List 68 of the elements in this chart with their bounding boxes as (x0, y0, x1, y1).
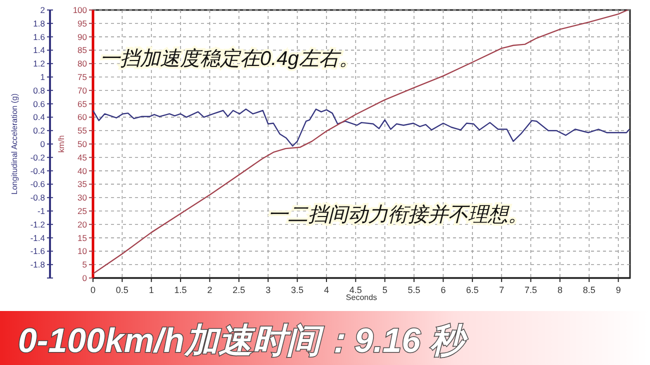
text: 0-100km/h加速时间：9.16 秒 (18, 322, 468, 360)
y2-tick-label: 100 (72, 5, 88, 15)
x-axis-title: Seconds (346, 293, 378, 302)
y-tick-label: 2 (40, 5, 46, 15)
y-tick-label: 1.4 (33, 45, 46, 56)
y2-tick-label: 15 (78, 232, 88, 243)
y-axis-title: Longitudinal Acceleration (g) (10, 93, 19, 194)
y2-tick-label: 95 (78, 18, 88, 28)
y-tick-label: -1.6 (30, 246, 46, 256)
y-tick-label: 0.4 (33, 112, 46, 122)
y-tick-label: -0.4 (30, 166, 46, 176)
y-tick-label: -1.8 (30, 260, 46, 270)
y2-tick-label: 25 (78, 206, 88, 216)
y2-tick-label: 0 (82, 273, 88, 283)
y-tick-label: -0.6 (30, 179, 46, 190)
x-tick-label: 1 (148, 285, 154, 295)
x-tick-label: 2 (207, 285, 212, 295)
y2-tick-label: 90 (78, 32, 88, 42)
y-tick-label: 1.6 (33, 32, 46, 42)
y2-axis-title: km/h (57, 135, 66, 153)
y2-tick-label: 35 (78, 179, 88, 190)
x-tick-label: 1.5 (174, 285, 187, 295)
line-series (92, 108, 630, 147)
y2-tick-label: 65 (78, 98, 88, 109)
line-series (92, 9, 628, 274)
y2-tick-label: 55 (78, 126, 88, 136)
annotation: 一二挡间动力衔接并不理想。 (268, 204, 528, 226)
x-tick-label: 0.5 (116, 285, 128, 295)
y2-tick-label: 40 (78, 166, 88, 176)
x-tick-label: 8 (557, 285, 562, 295)
y-tick-label: 0.8 (33, 85, 46, 96)
y-tick-label: -1.4 (30, 232, 46, 243)
x-tick-label: 7 (499, 285, 504, 295)
y-tick-label: -1 (37, 206, 46, 216)
x-tick-label: 8.5 (582, 285, 596, 295)
x-tick-label: 7.5 (524, 285, 538, 295)
y-tick-label: 0 (40, 139, 46, 149)
x-tick-label: 9 (616, 285, 621, 295)
x-tick-label: 2.5 (232, 285, 246, 295)
x-tick-label: 0 (90, 285, 96, 295)
y2-tick-label: 5 (82, 260, 88, 270)
y2-tick-label: 70 (78, 85, 88, 96)
x-tick-label: 4 (324, 285, 329, 295)
y-tick-label: -0.2 (30, 152, 46, 162)
x-tick-label: 3.5 (291, 285, 304, 295)
y2-tick-label: 85 (78, 45, 88, 56)
y2-tick-label: 30 (78, 192, 88, 203)
y2-tick-label: 80 (78, 58, 88, 69)
y2-tick-label: 75 (78, 72, 88, 82)
annotation: 一挡加速度稳定在0.4g左右。 (100, 48, 359, 70)
y-tick-label: 1 (40, 72, 46, 82)
x-tick-label: 3 (266, 285, 271, 295)
x-tick-label: 5 (382, 285, 388, 295)
y2-tick-label: 45 (78, 152, 88, 162)
y2-tick-label: 10 (78, 246, 88, 256)
x-tick-label: 5.5 (408, 285, 420, 295)
x-tick-label: 6 (440, 285, 446, 295)
y-tick-label: 0.6 (33, 98, 46, 109)
y2-tick-label: 50 (78, 139, 88, 149)
y-tick-label: -1.2 (30, 219, 46, 230)
x-tick-label: 6.5 (466, 285, 479, 295)
x-tick-label: 4.5 (349, 285, 362, 295)
y2-tick-label: 20 (78, 219, 88, 230)
y-tick-label: 0.2 (33, 126, 46, 136)
y2-tick-label: 60 (78, 112, 88, 122)
y-tick-label: -0.8 (30, 192, 46, 203)
y-tick-label: 1.2 (33, 58, 46, 69)
y-tick-label: 1.8 (33, 18, 46, 28)
